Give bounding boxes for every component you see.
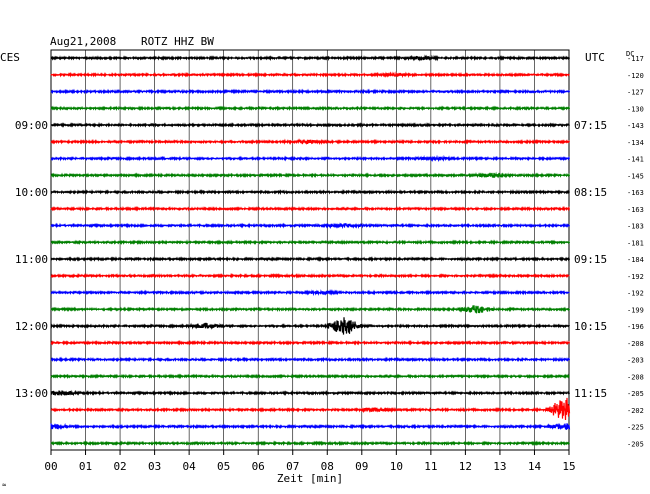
dc-offset-label: -205 bbox=[627, 390, 644, 398]
dc-offset-label: -199 bbox=[627, 306, 644, 314]
dc-offset-label: -183 bbox=[627, 223, 644, 231]
header-date: Aug21,2008 bbox=[50, 35, 116, 48]
dc-label: DC bbox=[626, 50, 634, 58]
left-zone-label: CES bbox=[0, 51, 20, 64]
seismic-trace bbox=[50, 317, 570, 335]
footer-mark: ≈ bbox=[2, 481, 6, 489]
x-tick-label: 03 bbox=[148, 460, 161, 473]
seismic-trace bbox=[50, 105, 571, 112]
seismic-trace bbox=[50, 121, 571, 128]
seismic-trace bbox=[50, 397, 571, 421]
dc-offset-label: -145 bbox=[627, 172, 644, 180]
seismic-trace bbox=[50, 205, 571, 212]
right-time-label: 10:15 bbox=[574, 320, 607, 333]
seismic-trace bbox=[50, 138, 571, 146]
seismic-trace bbox=[50, 272, 570, 279]
seismic-trace bbox=[50, 440, 570, 447]
left-time-label: 13:00 bbox=[15, 387, 48, 400]
x-axis-label: Zeit [min] bbox=[277, 472, 343, 485]
right-time-label: 11:15 bbox=[574, 387, 607, 400]
seismic-trace bbox=[50, 88, 571, 95]
dc-offset-label: -163 bbox=[627, 189, 644, 197]
dc-offset-label: -203 bbox=[627, 357, 644, 365]
right-time-label: 07:15 bbox=[574, 119, 607, 132]
x-tick-label: 09 bbox=[355, 460, 368, 473]
left-time-label: 09:00 bbox=[15, 119, 48, 132]
x-tick-label: 02 bbox=[113, 460, 126, 473]
dc-offset-label: -120 bbox=[627, 72, 644, 80]
seismic-trace bbox=[50, 305, 571, 314]
x-tick-label: 13 bbox=[493, 460, 506, 473]
seismic-trace bbox=[50, 71, 570, 79]
axis-labels: 00 01 02 03 04 05 06 07 08 09 10 11 12 13 14 15 09:00 07:… bbox=[15, 55, 644, 473]
dc-offset-label: -130 bbox=[627, 105, 644, 113]
dc-offset-label: -134 bbox=[627, 139, 644, 147]
seismic-trace bbox=[50, 255, 571, 263]
seismic-trace bbox=[50, 54, 571, 62]
trace-group bbox=[50, 54, 571, 447]
dc-offset-label: -127 bbox=[627, 89, 644, 97]
x-tick-label: 10 bbox=[390, 460, 403, 473]
seismic-trace bbox=[50, 154, 571, 163]
left-time-label: 12:00 bbox=[15, 320, 48, 333]
dc-offset-label: -202 bbox=[627, 407, 644, 415]
dc-offset-label: -192 bbox=[627, 273, 644, 281]
x-tick-label: 00 bbox=[44, 460, 57, 473]
x-tick-label: 05 bbox=[217, 460, 230, 473]
seismic-trace bbox=[50, 188, 571, 196]
seismic-trace bbox=[50, 171, 571, 179]
seismic-trace bbox=[50, 222, 571, 230]
x-tick-label: 08 bbox=[321, 460, 334, 473]
left-time-label: 11:00 bbox=[15, 253, 48, 266]
seismic-trace bbox=[50, 373, 570, 380]
seismic-trace bbox=[50, 239, 571, 246]
seismic-trace bbox=[50, 389, 571, 397]
seismic-trace bbox=[50, 339, 571, 346]
header-station: ROTZ HHZ BW bbox=[141, 35, 214, 48]
dc-offset-label: -205 bbox=[627, 440, 644, 448]
x-tick-label: 07 bbox=[286, 460, 299, 473]
seismic-trace bbox=[50, 288, 570, 297]
x-tick-label: 12 bbox=[459, 460, 472, 473]
dc-offset-label: -184 bbox=[627, 256, 644, 264]
dc-offset-label: -192 bbox=[627, 290, 644, 298]
dc-offset-label: -163 bbox=[627, 206, 644, 214]
x-tick-label: 04 bbox=[183, 460, 197, 473]
x-tick-label: 14 bbox=[528, 460, 542, 473]
x-tick-label: 15 bbox=[562, 460, 575, 473]
dc-offset-label: -208 bbox=[627, 340, 644, 348]
dc-offset-label: -117 bbox=[627, 55, 644, 63]
x-tick-label: 06 bbox=[252, 460, 265, 473]
dc-offset-label: -141 bbox=[627, 156, 644, 164]
x-tick-label: 01 bbox=[79, 460, 92, 473]
left-time-label: 10:00 bbox=[15, 186, 48, 199]
seismic-trace bbox=[50, 356, 571, 363]
dc-offset-label: -225 bbox=[627, 424, 644, 432]
dc-offset-label: -181 bbox=[627, 239, 644, 247]
seismic-trace bbox=[50, 422, 571, 431]
plot-grid bbox=[50, 49, 570, 451]
dc-offset-label: -196 bbox=[627, 323, 644, 331]
right-time-label: 09:15 bbox=[574, 253, 607, 266]
dc-offset-label: -143 bbox=[627, 122, 644, 130]
plot-frame bbox=[50, 49, 570, 451]
x-tick-label: 11 bbox=[424, 460, 437, 473]
right-zone-label: UTC bbox=[585, 51, 605, 64]
right-time-label: 08:15 bbox=[574, 186, 607, 199]
dc-offset-label: -208 bbox=[627, 373, 644, 381]
